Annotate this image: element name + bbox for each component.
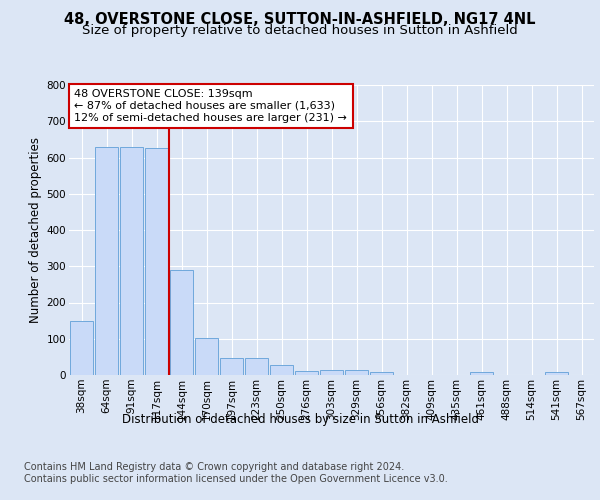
Bar <box>295 372 318 375</box>
Bar <box>70 322 93 375</box>
Bar <box>370 372 393 375</box>
Bar <box>245 358 268 375</box>
Bar <box>545 372 568 375</box>
Bar <box>220 358 243 375</box>
Bar <box>195 338 218 375</box>
Bar <box>320 370 343 375</box>
Bar <box>120 146 143 375</box>
Text: Distribution of detached houses by size in Sutton in Ashfield: Distribution of detached houses by size … <box>121 412 479 426</box>
Bar <box>145 148 168 375</box>
Text: 48 OVERSTONE CLOSE: 139sqm
← 87% of detached houses are smaller (1,633)
12% of s: 48 OVERSTONE CLOSE: 139sqm ← 87% of deta… <box>74 90 347 122</box>
Text: Contains HM Land Registry data © Crown copyright and database right 2024.
Contai: Contains HM Land Registry data © Crown c… <box>24 462 448 484</box>
Text: 48, OVERSTONE CLOSE, SUTTON-IN-ASHFIELD, NG17 4NL: 48, OVERSTONE CLOSE, SUTTON-IN-ASHFIELD,… <box>64 12 536 28</box>
Bar <box>95 146 118 375</box>
Bar <box>470 372 493 375</box>
Bar <box>345 370 368 375</box>
Bar <box>170 270 193 375</box>
Bar <box>270 365 293 375</box>
Text: Size of property relative to detached houses in Sutton in Ashfield: Size of property relative to detached ho… <box>82 24 518 37</box>
Y-axis label: Number of detached properties: Number of detached properties <box>29 137 43 323</box>
